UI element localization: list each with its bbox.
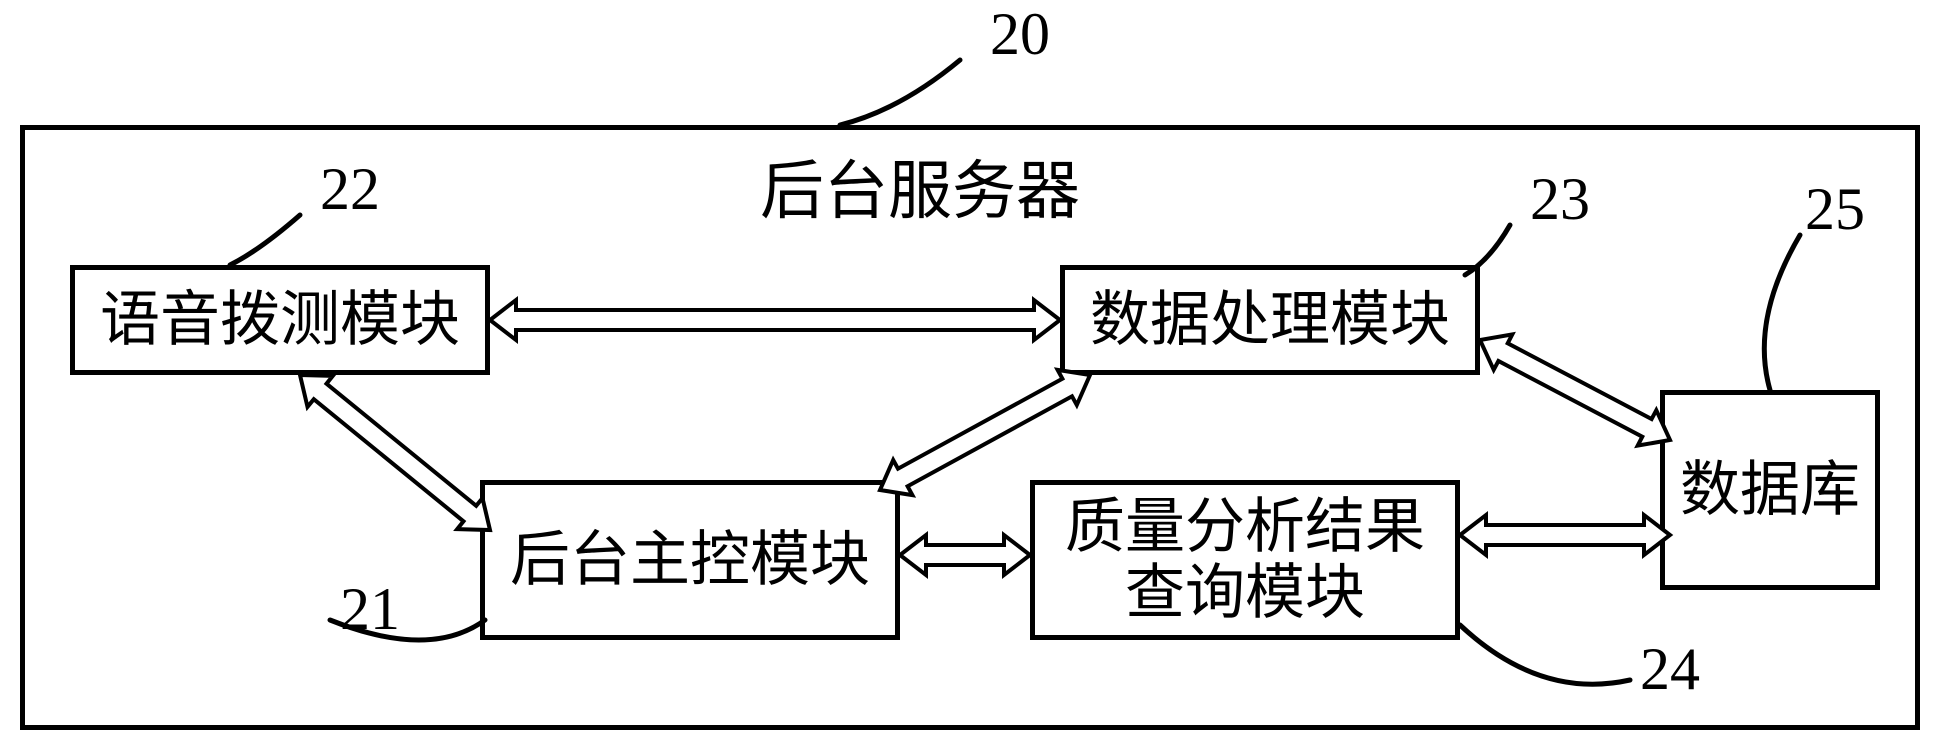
diagram-canvas: 后台服务器 语音拨测模块 数据处理模块 后台主控模块 质量分析结果 查询模块 数… <box>0 0 1939 747</box>
node-data-processing: 数据处理模块 <box>1060 265 1480 375</box>
node-database: 数据库 <box>1660 390 1880 590</box>
ref-20: 20 <box>990 0 1050 69</box>
node-data-processing-label: 数据处理模块 <box>1090 287 1450 353</box>
ref-24: 24 <box>1640 635 1700 704</box>
ref-25: 25 <box>1805 175 1865 244</box>
ref-22: 22 <box>320 155 380 224</box>
node-quality-analysis-query: 质量分析结果 查询模块 <box>1030 480 1460 640</box>
node-voice-dial-test: 语音拨测模块 <box>70 265 490 375</box>
node-backend-main-control-label: 后台主控模块 <box>510 527 870 593</box>
node-backend-main-control: 后台主控模块 <box>480 480 900 640</box>
node-database-label: 数据库 <box>1680 457 1860 523</box>
ref-23: 23 <box>1530 165 1590 234</box>
node-quality-analysis-query-label: 质量分析结果 查询模块 <box>1065 494 1425 626</box>
node-voice-dial-test-label: 语音拨测模块 <box>100 287 460 353</box>
server-title: 后台服务器 <box>760 140 1080 232</box>
ref-21: 21 <box>340 575 400 644</box>
